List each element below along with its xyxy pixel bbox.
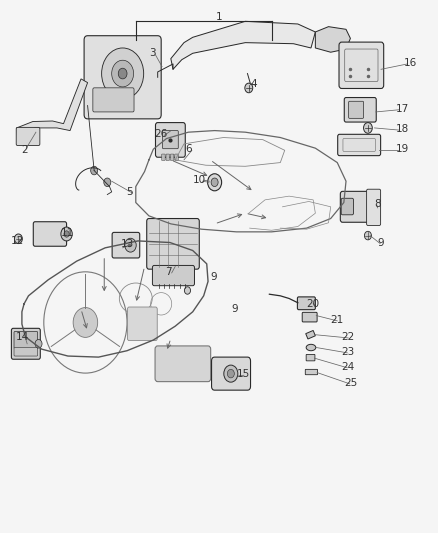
Polygon shape [306,330,315,339]
FancyBboxPatch shape [155,123,185,157]
Circle shape [211,178,218,187]
Text: 9: 9 [210,272,217,282]
Text: 8: 8 [374,199,381,208]
Text: 17: 17 [396,104,409,114]
FancyBboxPatch shape [14,348,38,356]
Text: 11: 11 [61,229,74,238]
Text: 19: 19 [396,144,409,154]
Circle shape [61,227,72,241]
FancyBboxPatch shape [212,357,251,390]
FancyBboxPatch shape [175,154,178,160]
Text: 9: 9 [378,238,385,247]
FancyBboxPatch shape [155,346,211,382]
FancyBboxPatch shape [93,88,134,112]
Text: 12: 12 [11,236,24,246]
FancyBboxPatch shape [11,328,40,359]
Text: 9: 9 [231,304,238,314]
FancyBboxPatch shape [127,307,157,341]
Text: 2: 2 [21,146,28,155]
Circle shape [35,340,42,348]
Text: 18: 18 [396,124,409,134]
Circle shape [184,287,191,294]
Text: 6: 6 [185,144,192,154]
Text: 24: 24 [342,362,355,372]
FancyBboxPatch shape [112,232,140,258]
Circle shape [125,238,136,252]
FancyBboxPatch shape [297,297,315,310]
Circle shape [364,123,372,133]
Text: 1: 1 [215,12,223,22]
FancyBboxPatch shape [152,265,194,286]
Circle shape [104,178,111,187]
Text: 14: 14 [16,332,29,342]
FancyBboxPatch shape [305,369,318,375]
FancyBboxPatch shape [16,127,40,146]
FancyBboxPatch shape [162,131,178,149]
Circle shape [112,60,134,87]
FancyBboxPatch shape [14,332,38,349]
Text: 4: 4 [251,79,258,89]
Text: 10: 10 [193,175,206,185]
FancyBboxPatch shape [339,42,384,88]
Text: 16: 16 [404,58,417,68]
Text: 13: 13 [120,239,134,249]
Polygon shape [17,79,88,139]
Circle shape [102,48,144,99]
FancyBboxPatch shape [340,191,380,222]
FancyBboxPatch shape [84,36,161,119]
Circle shape [91,166,98,175]
FancyBboxPatch shape [344,98,376,122]
Text: 21: 21 [330,315,343,325]
Text: 15: 15 [237,369,250,379]
FancyBboxPatch shape [341,198,353,215]
FancyBboxPatch shape [302,312,317,322]
Circle shape [227,369,234,378]
Ellipse shape [306,344,316,351]
FancyBboxPatch shape [170,154,174,160]
Circle shape [364,231,371,240]
Text: 23: 23 [342,347,355,357]
Text: 20: 20 [307,299,320,309]
FancyBboxPatch shape [367,189,381,225]
FancyBboxPatch shape [33,222,67,246]
Circle shape [64,231,69,237]
FancyBboxPatch shape [349,101,364,118]
Circle shape [14,234,22,244]
Polygon shape [315,27,350,52]
Circle shape [245,83,253,93]
Text: 26: 26 [155,130,168,139]
FancyBboxPatch shape [166,154,170,160]
Circle shape [118,68,127,79]
Text: 5: 5 [126,187,133,197]
FancyBboxPatch shape [338,134,381,156]
FancyBboxPatch shape [147,219,199,269]
Text: 3: 3 [149,49,156,58]
Text: 25: 25 [344,378,357,387]
Circle shape [73,308,98,337]
Circle shape [224,365,238,382]
Polygon shape [171,21,315,69]
FancyBboxPatch shape [306,354,315,361]
Circle shape [208,174,222,191]
Text: 22: 22 [342,332,355,342]
FancyBboxPatch shape [162,154,165,160]
Text: 7: 7 [165,267,172,277]
